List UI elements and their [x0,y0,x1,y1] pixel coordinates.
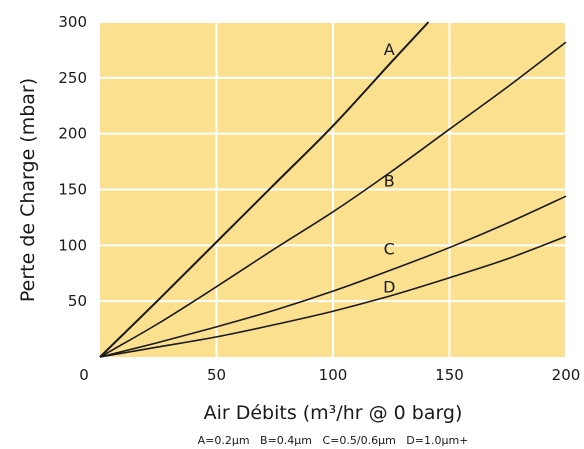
y-tick-label: 300 [58,13,87,31]
series-line-a [99,21,430,358]
series-line-d [99,235,567,358]
series-label-c: C [384,240,395,259]
x-axis-ticks: 0 50 100 150 200 [79,366,580,384]
series-line-b [99,41,567,358]
x-axis-label: Air Débits (m³/hr @ 0 barg) [204,402,463,424]
series-label-b: B [384,172,395,191]
y-tick-label: 200 [58,125,87,143]
x-tick-label: 50 [207,366,226,384]
y-tick-label: 50 [68,292,87,310]
x-tick-label: 0 [79,366,89,384]
legend-footnote: A=0.2µm B=0.4µm C=0.5/0.6µm D=1.0µm+ [198,434,469,447]
y-axis-label: Perte de Charge (mbar) [17,78,39,302]
y-tick-label: 150 [58,181,87,199]
x-tick-label: 100 [319,366,348,384]
series-label-a: A [384,40,395,59]
series-line-c [99,195,567,358]
series-lines [99,21,567,358]
series-labels: A B CD [383,40,395,297]
x-tick-label: 150 [435,366,464,384]
series-label-d: D [383,278,395,297]
x-tick-label: 200 [552,366,581,384]
y-tick-label: 250 [58,69,87,87]
y-axis-ticks: 50 100 150 200 250 300 [58,13,87,310]
y-tick-label: 100 [58,236,87,254]
grid-lines [100,21,567,357]
